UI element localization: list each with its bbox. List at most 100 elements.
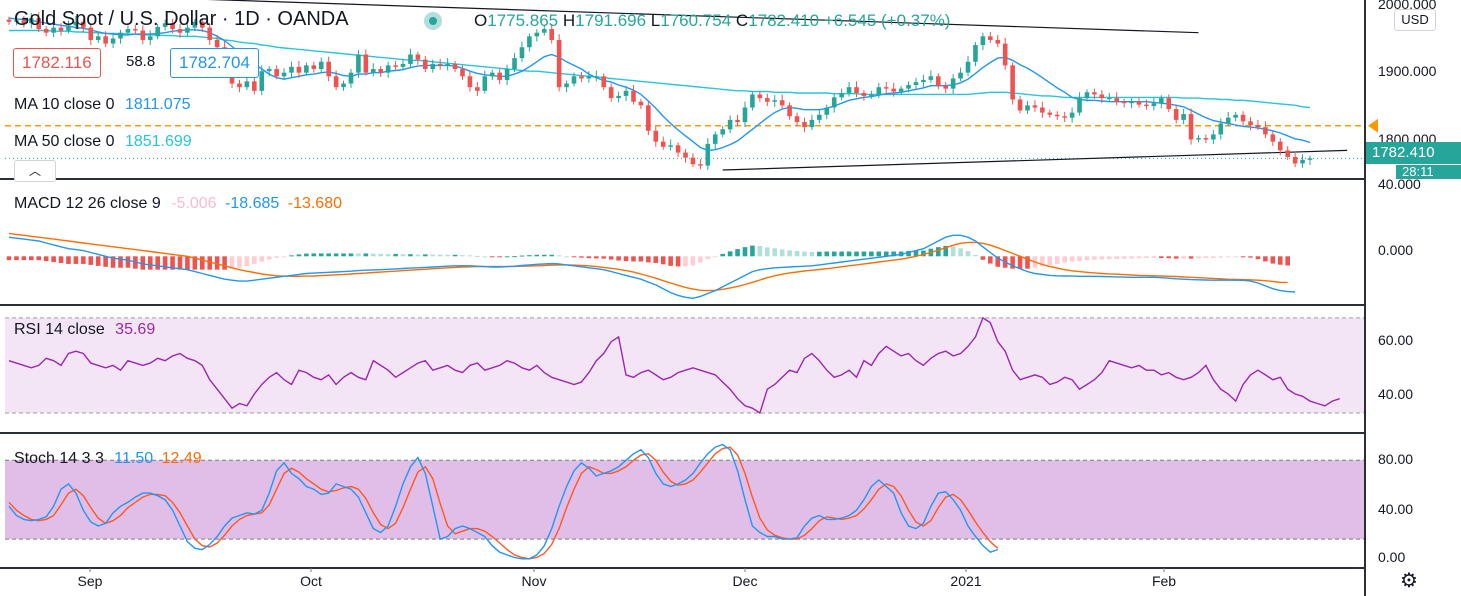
candle-body [66,25,71,31]
macd-histogram-bar [378,253,384,257]
macd-histogram-bar [296,254,302,257]
macd-histogram-bar [207,256,213,270]
stoch-k-value: 11.50 [114,450,154,467]
macd-histogram-bar [861,251,867,257]
macd-histogram-bar [1255,256,1261,260]
macd-histogram-bar [415,254,421,257]
macd-histogram-bar [222,256,227,270]
macd-histogram-bar [965,251,971,257]
macd-histogram-bar [103,256,108,267]
macd-histogram-bar [81,256,86,264]
buy-price-button[interactable]: 1782.704 [170,48,259,78]
macd-histogram-bar [750,245,755,257]
candle-body [817,114,822,120]
trendline-upper [207,0,1199,34]
candle-body [1121,101,1127,104]
candle-body [950,78,956,89]
candle-body [727,119,733,130]
countdown-badge: 28:11 [1396,165,1461,179]
candle-body [244,81,250,88]
candle-body [794,116,800,123]
candle-body [318,61,324,70]
macd-line [8,234,1296,300]
settings-gear-icon[interactable]: ⚙ [1400,570,1418,592]
currency-button[interactable]: USD [1394,9,1436,31]
macd-histogram-bar [958,248,963,257]
candle-body [140,30,146,40]
candle-body [846,87,852,93]
candle-body [646,105,651,131]
macd-histogram-bar [675,256,681,267]
candle-body [125,29,131,33]
candle-body [772,100,778,102]
candle-body [341,83,346,88]
sell-price-button[interactable]: 1782.116 [13,48,101,78]
candle-body [1225,117,1231,124]
candle-body [1136,101,1142,105]
macd-histogram-bar [891,251,896,257]
macd-histogram-bar [430,254,436,257]
macd-histogram-bar [779,249,785,257]
collapse-legend-button[interactable]: ︿ [14,160,56,182]
candle-body [170,23,175,30]
candle-body [608,87,614,99]
candle-body [1166,98,1172,109]
candle-body [29,18,34,24]
macd-histogram-bar [43,256,49,262]
candle-body [1188,114,1194,140]
macd-histogram-bar [333,253,339,257]
current-price-label: 1782.410 [1372,144,1435,161]
candle-body [370,69,376,73]
candle-body [1159,98,1164,104]
macd-histogram-bar [772,248,778,257]
candle-body [162,23,168,27]
macd-histogram-bar [1196,256,1201,259]
close-value: 1782.410 [748,11,820,30]
candle-body [839,92,844,98]
candle-body [1233,114,1238,118]
candle-body [1300,159,1305,164]
macd-histogram-bar [787,250,792,257]
macd-histogram-bar [437,254,443,257]
candle-body [378,69,384,73]
candle-body [779,100,785,106]
macd-histogram-bar [162,256,168,270]
macd-histogram-bar [1240,256,1246,258]
candle-body [958,72,963,79]
macd-histogram-bar [147,256,153,270]
candle-body [229,72,235,84]
candle-body [237,83,242,88]
candle-body [504,69,510,80]
candle-body [408,54,413,64]
candle-body [1129,101,1134,104]
macd-histogram-bar [497,256,502,258]
candle-body [965,61,971,73]
macd-histogram-bar [817,251,822,257]
rsi-tick-40: 40.00 [1378,386,1414,402]
macd-histogram-bar [742,247,748,257]
candle-body [73,21,79,26]
candle-body [549,29,555,40]
macd-histogram-bar [705,256,711,260]
macd-histogram-bar [1010,256,1015,269]
candle-body [147,36,153,40]
macd-histogram-bar [185,256,190,270]
ma50-legend-value: 1851.699 [124,133,192,150]
macd-histogram-bar [1025,256,1030,269]
macd-histogram-bar [906,250,911,257]
macd-histogram-bar [408,254,413,257]
candle-body [973,45,978,62]
macd-histogram-bar [6,256,12,261]
macd-histogram-bar [304,253,309,257]
candle-body [88,27,94,40]
macd-histogram-bar [504,256,510,258]
candle-body [698,164,703,166]
candle-body [177,29,183,33]
ma10-legend: MA 10 close 0 1811.075 [14,95,191,115]
high-label: H [562,11,576,30]
macd-histogram-bar [950,246,956,257]
macd-histogram-bar [318,253,324,257]
macd-histogram-bar [1047,256,1053,266]
candle-body [95,36,101,40]
